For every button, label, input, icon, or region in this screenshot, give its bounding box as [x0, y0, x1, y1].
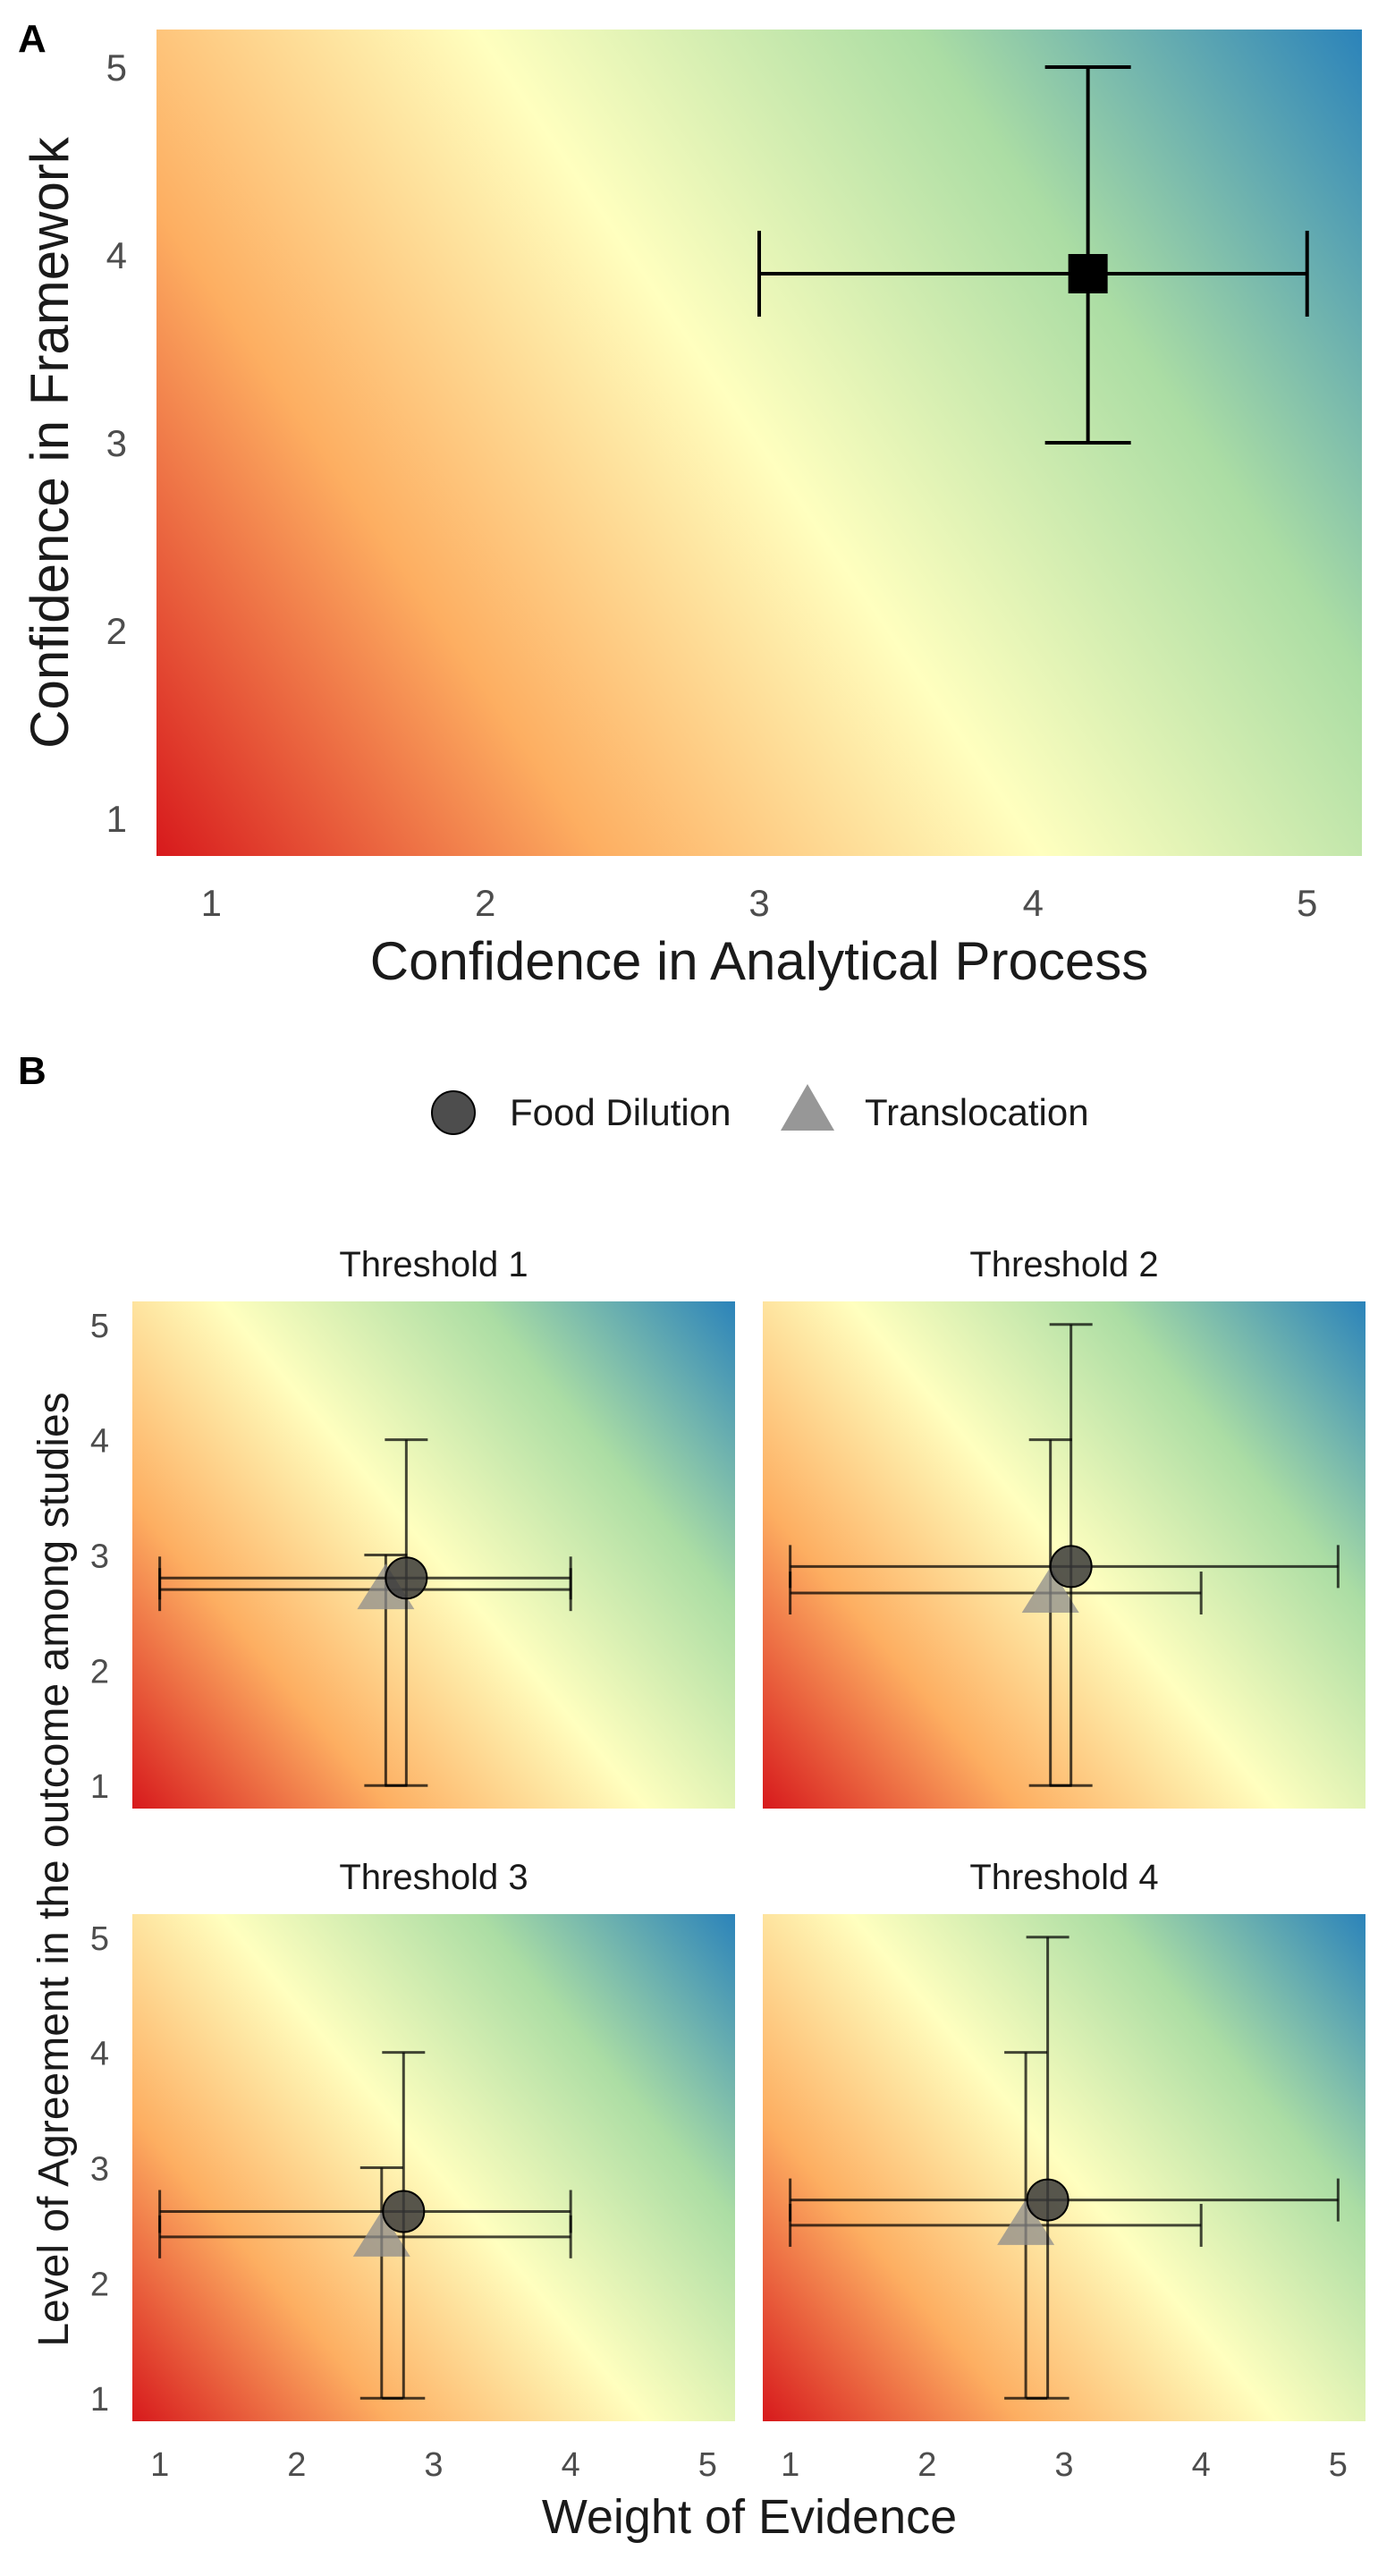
panel-a-x-tick-label: 1: [201, 882, 222, 924]
facet-y-tick-label: 1: [90, 1768, 109, 1806]
facet-threshold-1: Threshold 1 1 2 3 4 5: [90, 1245, 735, 1809]
food-dilution-circle-point: [385, 1556, 428, 1600]
panel-label-b: B: [18, 1049, 46, 1093]
panel-a-x-tick-label: 4: [1023, 882, 1044, 924]
panel-b-x-axis-label: Weight of Evidence: [542, 2490, 957, 2544]
facet-x-tick-label: 4: [562, 2446, 580, 2484]
facet-threshold-4: Threshold 4 1 2 3 4 5: [763, 1858, 1365, 2484]
facet-y-tick-label: 2: [90, 1653, 109, 1690]
facet-y-tick-label: 5: [90, 1308, 109, 1345]
panel-a-x-tick-label: 3: [748, 882, 769, 924]
facet-title: Threshold 2: [969, 1245, 1158, 1284]
facet-x-tick-label: 3: [424, 2446, 443, 2484]
panel-a-background: [156, 30, 1362, 856]
food-dilution-circle-point: [1049, 1545, 1093, 1589]
legend-label-food-dilution: Food Dilution: [510, 1091, 731, 1133]
panel-b-chart: Threshold 1 1 2 3 4 5 Threshold 2 Threshold 3 1 2…: [90, 1245, 1365, 2484]
facet-threshold-2: Threshold 2: [763, 1245, 1365, 1809]
panel-a-y-tick-label: 1: [106, 798, 127, 840]
panel-label-a: A: [18, 17, 46, 61]
facet-y-tick-label: 4: [90, 2036, 109, 2073]
facet-y-tick-label: 4: [90, 1423, 109, 1461]
facet-background: [132, 1914, 735, 2421]
legend-circle-marker: [431, 1090, 476, 1135]
panel-a-x-axis-label: Confidence in Analytical Process: [370, 931, 1148, 991]
facet-title: Threshold 4: [969, 1858, 1158, 1897]
facet-x-tick-label: 5: [698, 2446, 717, 2484]
facet-x-tick-label: 3: [1054, 2446, 1073, 2484]
panel-a-x-tick-label: 2: [475, 882, 495, 924]
facet-title: Threshold 3: [339, 1858, 528, 1897]
panel-a-y-axis-label: Confidence in Framework: [20, 136, 80, 749]
facet-threshold-3: Threshold 3 1 2 3 4 5 1 2 3 4 5: [90, 1858, 735, 2484]
panel-a-y-tick-label: 4: [106, 234, 127, 276]
facet-x-tick-label: 5: [1329, 2446, 1348, 2484]
panel-a-x-tick-labels: 1 2 3 4 5: [201, 882, 1318, 924]
facet-y-tick-label: 3: [90, 2151, 109, 2189]
panel-a-y-tick-label: 3: [106, 422, 127, 464]
translocation-triangle-point: [1021, 1567, 1079, 1614]
panel-a-chart: 1 2 3 4 5 1 2 3 4 5 Confidence in Analytical Pro…: [20, 30, 1362, 991]
facet-x-tick-label: 4: [1192, 2446, 1211, 2484]
panel-a-x-tick-label: 5: [1297, 882, 1317, 924]
facet-title: Threshold 1: [339, 1245, 528, 1284]
panel-a-y-tick-label: 2: [106, 610, 127, 652]
legend-triangle-marker: [781, 1084, 834, 1131]
panel-a-y-tick-label: 5: [106, 47, 127, 89]
facet-y-tick-label: 5: [90, 1920, 109, 1958]
panel-a-marks: [757, 65, 1309, 445]
facet-x-tick-label: 2: [287, 2446, 306, 2484]
translocation-triangle-point: [997, 2199, 1055, 2245]
facet-y-tick-label: 3: [90, 1538, 109, 1576]
food-dilution-circle-point: [382, 2190, 426, 2233]
panel-a-square-point: [1068, 254, 1108, 293]
facet-y-tick-label: 2: [90, 2266, 109, 2303]
facet-background: [132, 1301, 735, 1809]
food-dilution-circle-point: [1026, 2178, 1070, 2222]
facet-y-tick-label: 1: [90, 2381, 109, 2419]
panel-a-y-tick-labels: 1 2 3 4 5: [106, 47, 127, 840]
translocation-triangle-point: [352, 2210, 410, 2257]
facet-background: [763, 1914, 1365, 2421]
panel-b-y-axis-label: Level of Agreement in the outcome among …: [30, 1392, 78, 2346]
facet-x-tick-label: 1: [781, 2446, 799, 2484]
facet-x-tick-label: 2: [917, 2446, 936, 2484]
facet-x-tick-label: 1: [150, 2446, 169, 2484]
legend: Food Dilution Translocation: [431, 1084, 1089, 1135]
legend-label-translocation: Translocation: [865, 1091, 1089, 1133]
